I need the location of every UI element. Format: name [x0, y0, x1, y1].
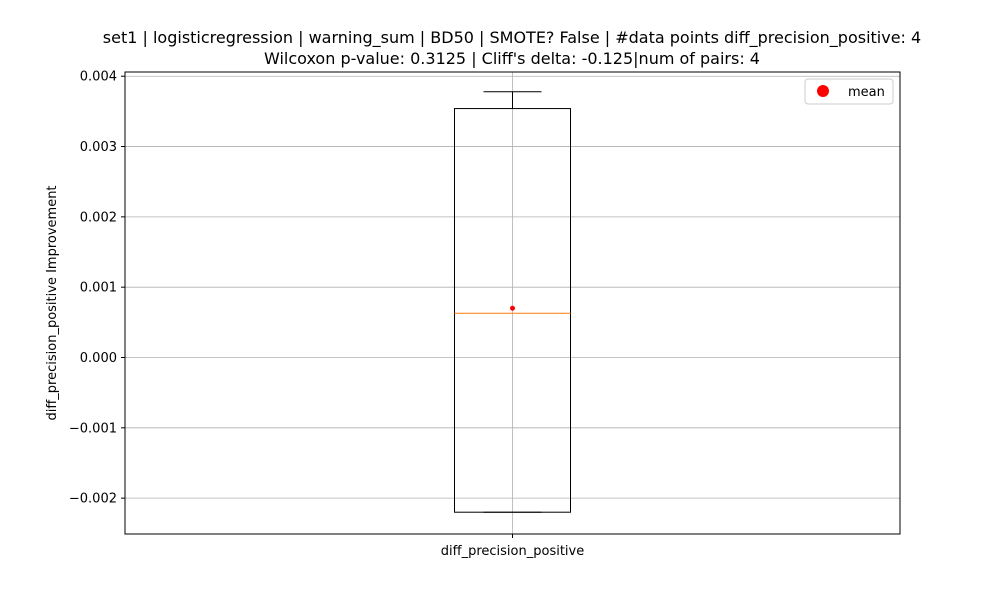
y-tick-label: 0.003 [80, 140, 117, 155]
y-tick-label: −0.002 [69, 492, 117, 507]
legend-entry-mean: mean [848, 85, 885, 100]
chart-title-line2: Wilcoxon p-value: 0.3125 | Cliff's delta… [264, 49, 760, 68]
chart-title-line1: set1 | logisticregression | warning_sum … [103, 28, 921, 48]
legend: mean [804, 78, 894, 105]
y-tick-label: 0.000 [80, 351, 117, 366]
legend-mean-marker [817, 85, 829, 97]
y-tick-label: −0.001 [69, 421, 117, 436]
y-tick-label: 0.002 [80, 210, 117, 225]
grid-lines [125, 72, 900, 534]
y-axis-ticks: −0.002 −0.001 0.000 0.001 0.002 0.003 0.004 [69, 70, 125, 507]
box-iqr [454, 108, 571, 513]
y-tick-label: 0.004 [80, 70, 117, 85]
mean-point [510, 305, 515, 311]
x-tick-label: diff_precision_positive [441, 544, 584, 559]
box-layer [454, 91, 571, 513]
legend-frame [804, 78, 894, 105]
y-axis-label: diff_precision_positive Improvement [45, 185, 60, 420]
y-tick-label: 0.001 [80, 281, 117, 296]
x-axis-ticks: diff_precision_positive [441, 534, 584, 559]
